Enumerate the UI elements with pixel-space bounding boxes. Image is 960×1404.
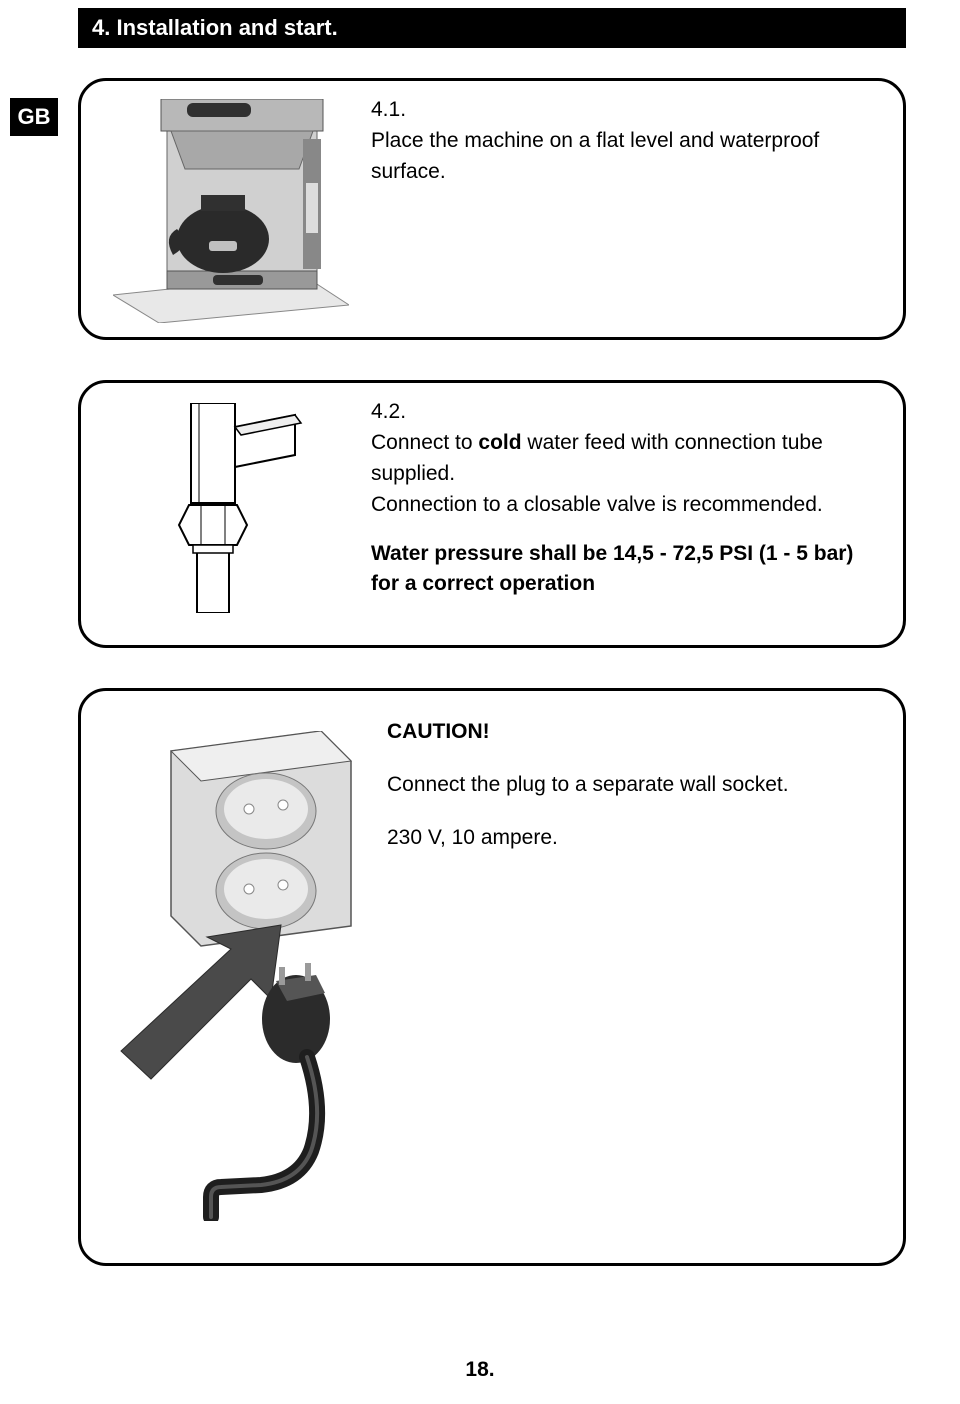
coffee-machine-illustration (113, 99, 349, 323)
language-label: GB (18, 104, 51, 129)
step-2-line4: Water pressure shall be 14,5 - 72,5 PSI … (371, 541, 891, 568)
step-2-number: 4.2. (371, 399, 891, 426)
language-tab: GB (10, 98, 58, 136)
caution-panel: CAUTION! Connect the plug to a separate … (78, 688, 906, 1266)
section-header: 4. Installation and start. (78, 8, 906, 48)
section-title: 4. Installation and start. (92, 15, 338, 40)
step-2-line3: Connection to a closable valve is recomm… (371, 492, 891, 519)
step-panel-2: 4.2. Connect to cold water feed with con… (78, 380, 906, 648)
step-2-line2: supplied. (371, 461, 891, 488)
caution-heading: CAUTION! (387, 719, 887, 746)
page-number: 18. (0, 1358, 960, 1382)
wall-socket-illustration (111, 731, 371, 1221)
step-2-line5: for a correct operation (371, 571, 891, 598)
caution-text: CAUTION! Connect the plug to a separate … (387, 719, 887, 856)
step-1-line1: Place the machine on a flat level and wa… (371, 128, 881, 155)
caution-line2: 230 V, 10 ampere. (387, 825, 887, 852)
step-panel-1: 4.1. Place the machine on a flat level a… (78, 78, 906, 340)
step-1-number: 4.1. (371, 97, 881, 124)
caution-line1: Connect the plug to a separate wall sock… (387, 772, 887, 799)
step-1-line2: surface. (371, 159, 881, 186)
step-2-line1: Connect to cold water feed with connecti… (371, 430, 891, 457)
water-connection-illustration (141, 403, 311, 613)
step-2-text: 4.2. Connect to cold water feed with con… (371, 399, 891, 602)
step-1-text: 4.1. Place the machine on a flat level a… (371, 97, 881, 190)
